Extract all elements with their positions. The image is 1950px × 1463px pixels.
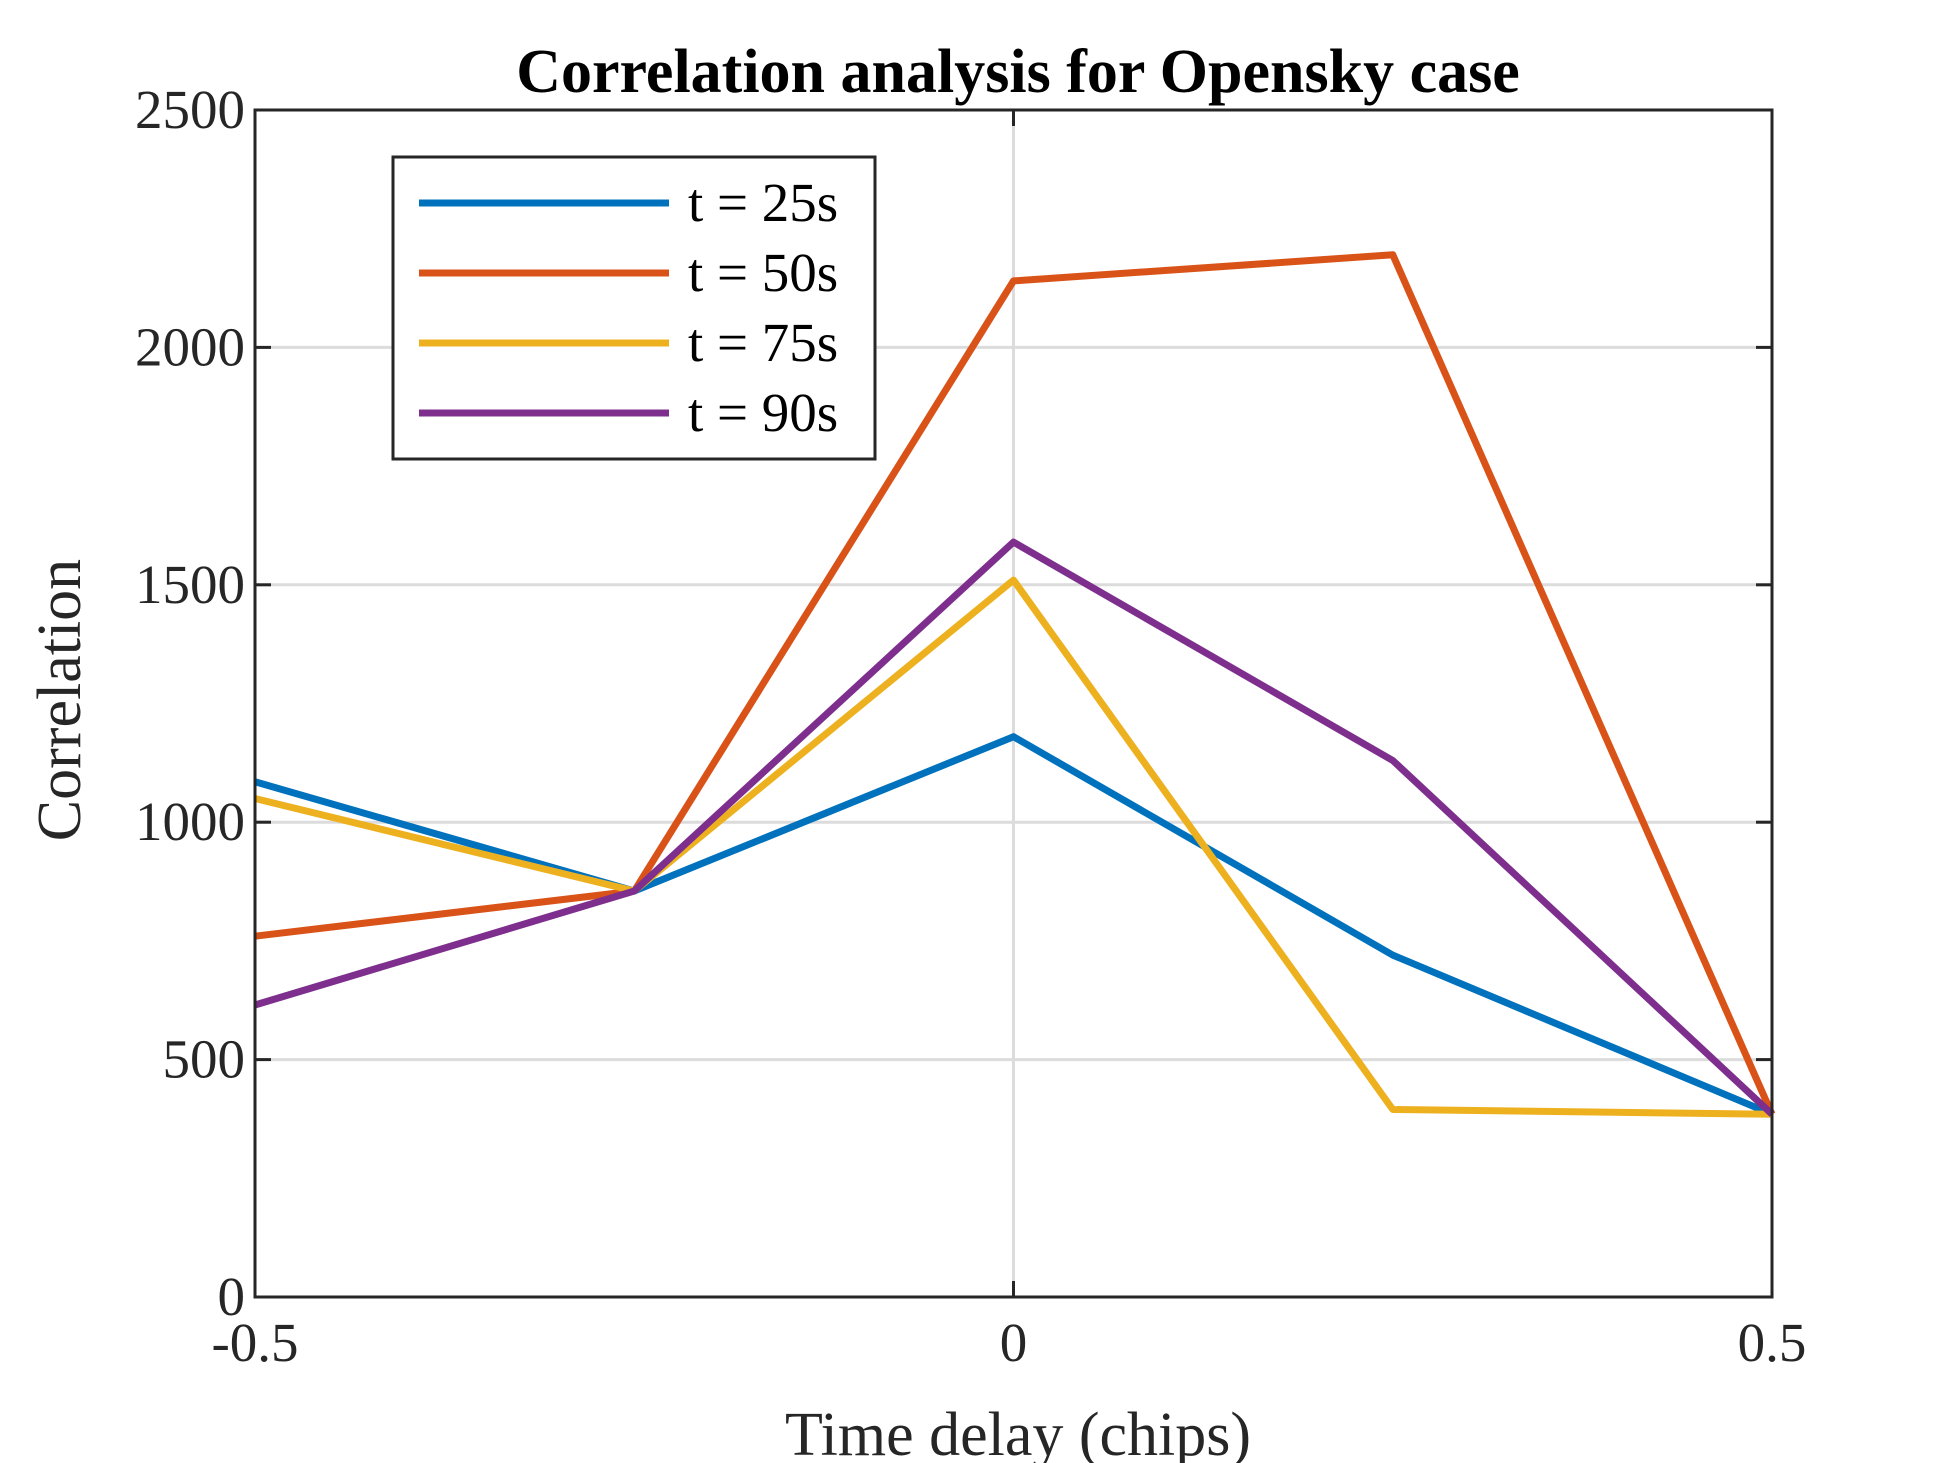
y-tick-label: 1000 bbox=[135, 791, 245, 852]
legend-label-1: t = 25s bbox=[688, 172, 838, 233]
series-line-2 bbox=[254, 251, 1776, 1116]
legend-box bbox=[391, 155, 877, 461]
y-tick-label: 2500 bbox=[135, 79, 245, 140]
x-tick-label: 0 bbox=[1000, 1312, 1028, 1373]
x-tick-label: -0.5 bbox=[211, 1312, 298, 1373]
x-tick-label: 0.5 bbox=[1738, 1312, 1807, 1373]
series-lines bbox=[253, 251, 1776, 1118]
x-axis-label: Time delay (chips) bbox=[785, 1401, 1251, 1463]
y-tick-label: 0 bbox=[218, 1266, 246, 1327]
y-tick-label: 2000 bbox=[135, 316, 245, 377]
y-tick-label: 1500 bbox=[135, 554, 245, 615]
series-line-4 bbox=[253, 538, 1775, 1117]
y-tick-label: 500 bbox=[163, 1029, 246, 1090]
series-line-1 bbox=[254, 733, 1774, 1118]
tick-marks bbox=[253, 108, 1774, 1299]
legend: t = 25s t = 50s t = 75s t = 90s bbox=[391, 155, 877, 461]
legend-label-4: t = 90s bbox=[688, 382, 838, 443]
series-line-3 bbox=[254, 576, 1773, 1118]
y-axis-label: Correlation bbox=[26, 559, 94, 841]
legend-label-3: t = 75s bbox=[688, 312, 838, 373]
chart-title: Correlation analysis for Opensky case bbox=[516, 38, 1520, 106]
legend-label-2: t = 50s bbox=[688, 242, 838, 303]
